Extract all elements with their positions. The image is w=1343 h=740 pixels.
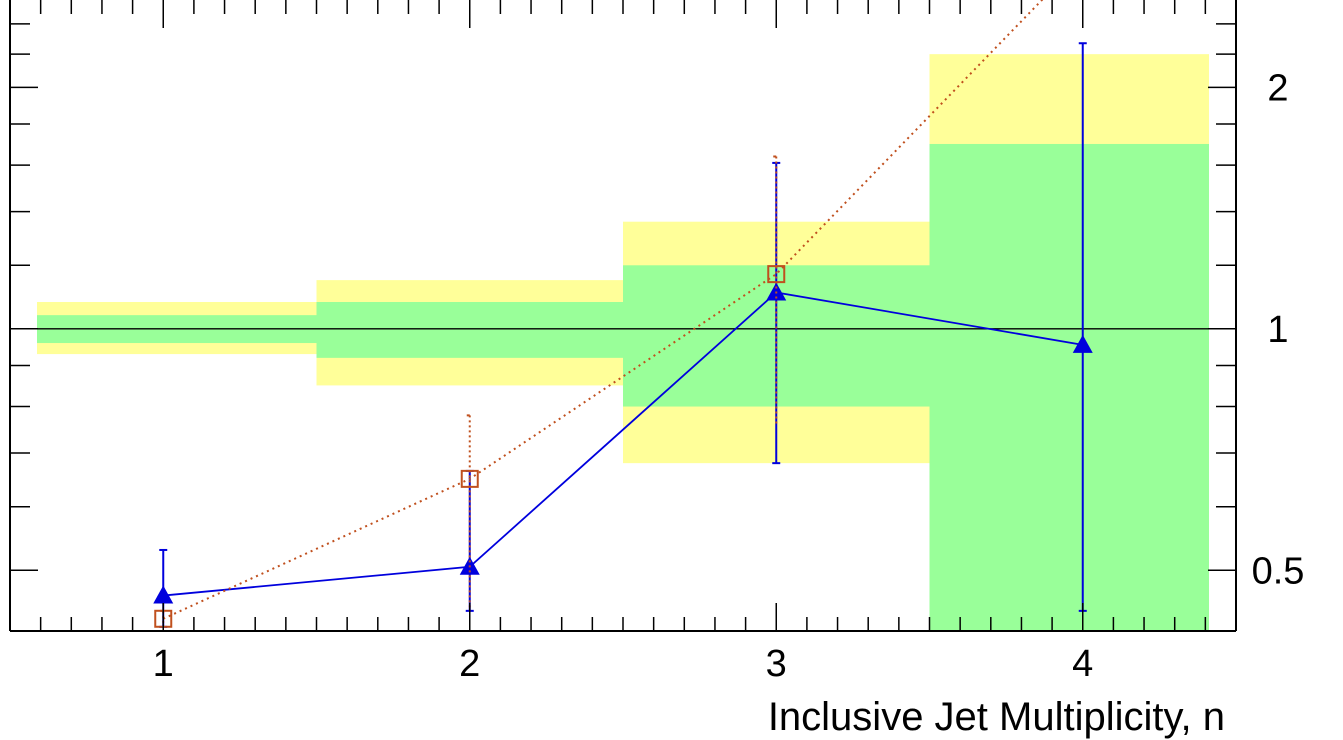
- series-line: [162, 0, 1044, 620]
- axis-ticks: [9, 0, 1237, 631]
- tick-labels: 1 2 3 4 0.5 1 2: [153, 67, 1305, 685]
- y-tick-label: 2: [1267, 67, 1288, 109]
- point-square: [767, 265, 786, 284]
- y-tick-label: 1: [1267, 309, 1288, 351]
- y-tick-label: 0.5: [1252, 550, 1305, 592]
- point-triangle: [766, 282, 787, 301]
- x-tick-label: 4: [1072, 643, 1093, 685]
- band-inner-4: [929, 143, 1209, 631]
- uncertainty-bands: [37, 54, 1209, 631]
- x-tick-label: 3: [766, 643, 787, 685]
- x-tick-label: 2: [459, 643, 480, 685]
- band-inner-2: [316, 301, 623, 358]
- x-tick-label: 1: [153, 643, 174, 685]
- point-square: [460, 469, 479, 488]
- x-axis-title: Inclusive Jet Multiplicity, n: [768, 695, 1225, 739]
- series-line: [163, 291, 1083, 597]
- point-triangle: [1072, 334, 1093, 353]
- point-triangle: [153, 585, 174, 604]
